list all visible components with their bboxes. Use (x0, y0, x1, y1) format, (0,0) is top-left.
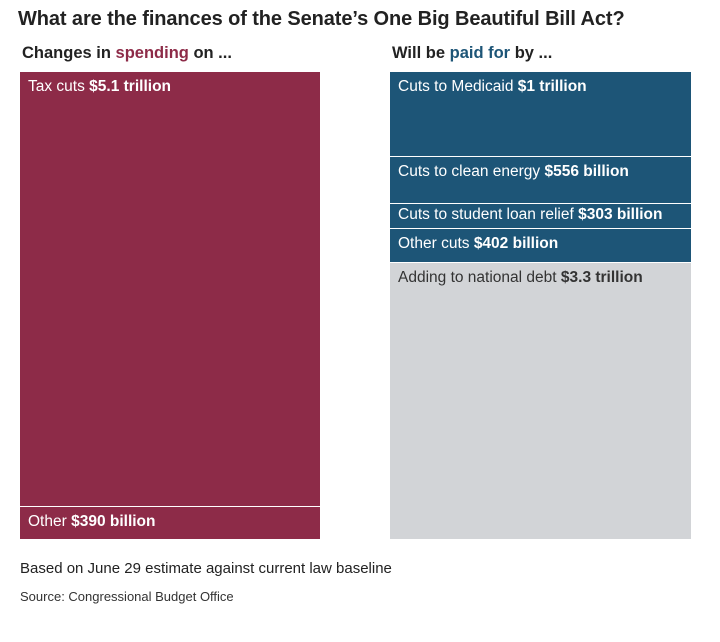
paid-for-column-header: Will be paid for by ... (392, 44, 552, 63)
spending-header-post: on ... (188, 44, 232, 62)
source-note: Source: Congressional Budget Office (20, 589, 234, 604)
segment-value-label: $3.3 trillion (560, 268, 643, 286)
paid-for-header-pre: Will be (392, 44, 450, 62)
segment-adding-to-national-debt: Adding to national debt $3.3 trillion (390, 261, 691, 539)
segment-other-cuts: Other cuts $402 billion (390, 228, 691, 262)
segment-cuts-to-clean-energy: Cuts to clean energy $556 billion (390, 155, 691, 203)
segment-value-label: $303 billion (578, 205, 663, 223)
spending-column-header: Changes in spending on ... (22, 44, 232, 63)
spending-header-pre: Changes in (22, 44, 116, 62)
segment-label-text: Cuts to Medicaid (398, 78, 518, 95)
segment-label-text: Adding to national debt (398, 268, 561, 286)
segment-cuts-to-student-loan-relief: Cuts to student loan relief $303 billion (390, 202, 691, 229)
segment-label: Other $390 billion (28, 513, 156, 531)
segment-label-text: Cuts to student loan relief (398, 205, 579, 223)
segment-label-text: Other cuts (398, 235, 474, 253)
segment-value-label: $556 billion (544, 162, 629, 180)
segment-label-text: Cuts to clean energy (398, 162, 545, 180)
segment-label: Other cuts $402 billion (398, 235, 558, 253)
segment-value-label: $5.1 trillion (89, 78, 172, 95)
segment-label-text: Other (28, 512, 72, 530)
footnote: Based on June 29 estimate against curren… (20, 560, 392, 577)
spending-header-highlight: spending (115, 44, 189, 62)
segment-label: Cuts to student loan relief $303 billion (398, 206, 663, 224)
spending-stack: Tax cuts $5.1 trillion Other $390 billion (20, 72, 320, 539)
segment-tax-cuts: Tax cuts $5.1 trillion (20, 72, 320, 506)
segment-cuts-to-medicaid: Cuts to Medicaid $1 trillion (390, 72, 691, 156)
segment-label: Adding to national debt $3.3 trillion (398, 269, 643, 287)
segment-value-label: $1 trillion (517, 78, 587, 95)
segment-label: Cuts to clean energy $556 billion (398, 163, 629, 181)
segment-label-text: Tax cuts (28, 78, 90, 95)
segment-label: Cuts to Medicaid $1 trillion (398, 78, 587, 96)
paid-for-stack: Cuts to Medicaid $1 trillion Cuts to clea… (390, 72, 691, 539)
chart-title: What are the finances of the Senate’s On… (18, 8, 625, 30)
segment-other: Other $390 billion (20, 505, 320, 539)
segment-label: Tax cuts $5.1 trillion (28, 78, 171, 96)
paid-for-header-post: by ... (510, 44, 553, 62)
segment-value-label: $402 billion (473, 235, 559, 253)
segment-value-label: $390 billion (71, 512, 156, 530)
paid-for-header-highlight: paid for (449, 44, 511, 62)
